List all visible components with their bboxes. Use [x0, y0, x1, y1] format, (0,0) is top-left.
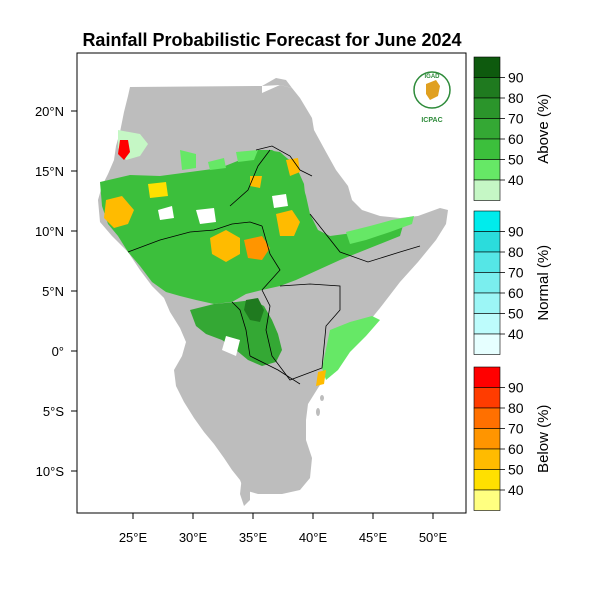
border-eritrea: [255, 145, 313, 177]
icpac-logo: IGAD ICPAC: [413, 71, 451, 124]
no-signal-areas: [158, 194, 288, 356]
lon-tick-label: 40°E: [299, 530, 328, 545]
colorbar-swatch: [473, 251, 501, 273]
island-pemba: [320, 395, 324, 401]
colorbar-tick-label: 80: [508, 400, 524, 416]
border-uganda: [231, 301, 251, 357]
colorbar-tick-label: 50: [508, 462, 524, 478]
lat-tick-label: 0°: [52, 344, 64, 359]
colorbar-swatch: [473, 272, 501, 294]
below-normal-areas: [104, 140, 326, 386]
colorbar-swatch: [473, 179, 501, 201]
colorbars: 90 80 70 60 50 40 Above (%) 90 80 70 60 50 40 Normal …: [473, 56, 552, 511]
below-zone-eritrea-red: [118, 140, 130, 160]
lat-tick-label: 5°S: [43, 404, 64, 419]
map-title: Rainfall Probabilistic Forecast for June…: [82, 30, 461, 50]
white-patch-3: [222, 336, 240, 356]
colorbar-tick-label: 90: [508, 380, 524, 396]
lon-tick-label: 35°E: [239, 530, 268, 545]
lon-axis: 25°E 30°E 35°E 40°E 45°E 50°E: [119, 513, 448, 545]
colorbar-title: Below (%): [535, 405, 552, 473]
colorbar-swatch: [473, 138, 501, 160]
colorbar-swatch: [473, 428, 501, 450]
lake-malawi-tip: [240, 476, 250, 506]
colorbar-tick-label: 40: [508, 326, 524, 342]
colorbar-tick-label: 60: [508, 285, 524, 301]
below-zone-sudan-n: [148, 182, 168, 198]
colorbar-tick-label: 60: [508, 441, 524, 457]
lat-tick-label: 10°S: [36, 464, 65, 479]
above-zone-lake-victoria: [244, 298, 264, 322]
above-zone-sudan-ssd: [100, 150, 404, 304]
border-sudan-ethiopia: [229, 149, 271, 207]
colorbar-swatch: [473, 159, 501, 181]
colorbar-swatch: [473, 231, 501, 253]
white-patch-1: [196, 208, 216, 224]
logo-top-text: IGAD: [425, 74, 441, 80]
colorbar-below: 90 80 70 60 50 40 Below (%): [473, 366, 552, 511]
map-panel: IGAD ICPAC: [76, 52, 467, 514]
above-zone-upper: [180, 150, 258, 170]
colorbar-tick-label: 90: [508, 224, 524, 240]
colorbar-swatch: [473, 77, 501, 99]
colorbar-swatch: [473, 292, 501, 314]
lat-axis: 20°N 15°N 10°N 5°N 0° 5°S 10°S: [35, 104, 77, 479]
border-ethiopia-somalia: [309, 213, 421, 263]
colorbar-swatch: [473, 366, 501, 388]
colorbar-normal: 90 80 70 60 50 40 Normal (%): [473, 210, 552, 355]
below-zone-sudan-w: [104, 196, 134, 228]
lat-tick-label: 5°N: [42, 284, 64, 299]
below-zone-ethiopia: [250, 158, 300, 236]
colorbar-tick-label: 90: [508, 70, 524, 86]
colorbar-tick-label: 70: [508, 421, 524, 437]
colorbar-tick-label: 70: [508, 111, 524, 127]
colorbar-above: 90 80 70 60 50 40 Above (%): [473, 56, 552, 201]
border-tanzania: [249, 355, 301, 385]
colorbar-swatch: [473, 56, 501, 78]
colorbar-tick-label: 80: [508, 244, 524, 260]
colorbar-tick-label: 60: [508, 131, 524, 147]
colorbar-swatch: [473, 489, 501, 511]
colorbar-swatch: [473, 333, 501, 355]
island-zanzibar: [316, 408, 320, 416]
lat-tick-label: 10°N: [35, 224, 64, 239]
below-zone-sudan-c: [210, 230, 240, 262]
white-patch-4: [158, 206, 174, 220]
red-sea-coast: [262, 78, 292, 88]
border-sudan-ssd: [127, 221, 263, 253]
colorbar-tick-label: 70: [508, 265, 524, 281]
colorbar-tick-label: 80: [508, 90, 524, 106]
lon-tick-label: 30°E: [179, 530, 208, 545]
colorbar-tick-label: 40: [508, 482, 524, 498]
igad-map-icon: [426, 80, 440, 100]
border-ssd-ethiopia: [261, 225, 281, 291]
colorbar-swatch: [473, 118, 501, 140]
colorbar-swatch: [473, 97, 501, 119]
below-zone-ssd-e: [244, 236, 270, 260]
lon-tick-label: 45°E: [359, 530, 388, 545]
colorbar-swatch: [473, 210, 501, 232]
logo-bottom-text: ICPAC: [421, 117, 442, 124]
above-zone-kenya-coast: [322, 316, 380, 380]
colorbar-tick-label: 40: [508, 172, 524, 188]
lon-tick-label: 25°E: [119, 530, 148, 545]
country-borders: [127, 145, 421, 385]
colorbar-swatch: [473, 407, 501, 429]
colorbar-tick-label: 50: [508, 152, 524, 168]
border-kenya: [261, 283, 341, 381]
colorbar-swatch: [473, 469, 501, 491]
above-zone-somalia-n: [346, 216, 414, 244]
colorbar-tick-label: 50: [508, 306, 524, 322]
below-zone-coast: [316, 370, 326, 386]
lon-tick-label: 50°E: [419, 530, 448, 545]
white-patch-2: [272, 194, 288, 208]
colorbar-swatch: [473, 387, 501, 409]
colorbar-swatch: [473, 313, 501, 335]
colorbar-title: Normal (%): [535, 245, 552, 321]
lat-tick-label: 20°N: [35, 104, 64, 119]
colorbar-swatch: [473, 448, 501, 470]
colorbar-title: Above (%): [535, 94, 552, 164]
lat-tick-label: 15°N: [35, 164, 64, 179]
